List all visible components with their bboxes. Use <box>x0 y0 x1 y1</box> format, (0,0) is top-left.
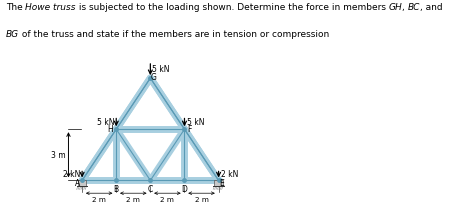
Text: 2 m: 2 m <box>127 196 140 202</box>
Text: C: C <box>148 185 153 193</box>
Text: G: G <box>151 73 157 81</box>
Text: of the truss and state if the members are in tension or compression: of the truss and state if the members ar… <box>19 30 329 39</box>
Text: is subjected to the loading shown. Determine the force in members: is subjected to the loading shown. Deter… <box>76 3 389 12</box>
Text: 5 kN: 5 kN <box>97 118 114 127</box>
Text: 2 m: 2 m <box>161 196 174 202</box>
Text: GH: GH <box>389 3 402 12</box>
Text: 2 kN: 2 kN <box>220 170 238 178</box>
Text: BC: BC <box>408 3 420 12</box>
Text: 5 kN: 5 kN <box>187 118 204 127</box>
Text: 2 kN: 2 kN <box>63 170 80 178</box>
Text: 2 m: 2 m <box>195 196 209 202</box>
Bar <box>214 180 223 186</box>
Text: BG: BG <box>6 30 19 39</box>
Text: 3 m: 3 m <box>51 151 66 159</box>
Text: B: B <box>114 185 119 193</box>
Text: H: H <box>108 124 113 133</box>
Text: The: The <box>6 3 25 12</box>
Text: F: F <box>187 124 192 133</box>
Text: 5 kN: 5 kN <box>153 65 170 74</box>
Text: 2 m: 2 m <box>92 196 106 202</box>
Text: Howe truss: Howe truss <box>25 3 76 12</box>
Text: E: E <box>219 178 224 187</box>
Bar <box>78 180 86 186</box>
Text: ,: , <box>402 3 408 12</box>
Text: , and: , and <box>420 3 443 12</box>
Text: D: D <box>182 185 187 193</box>
Text: A: A <box>75 179 81 187</box>
